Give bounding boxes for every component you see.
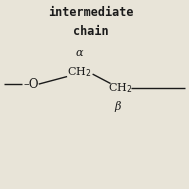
Text: β: β [114,101,120,112]
Text: intermediate: intermediate [48,6,133,19]
Text: CH$_2$: CH$_2$ [67,65,92,79]
Text: –O: –O [23,78,39,91]
Text: CH$_2$: CH$_2$ [108,81,132,95]
Text: chain: chain [73,25,108,38]
Text: α: α [76,48,83,58]
